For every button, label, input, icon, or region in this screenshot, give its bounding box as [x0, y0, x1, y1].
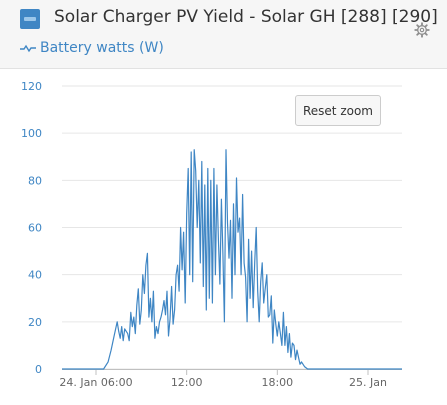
chart-title: Solar Charger PV Yield - Solar GH [288] …: [54, 7, 438, 27]
y-tick-label: 120: [21, 80, 42, 93]
solar-panel-icon: [20, 9, 40, 29]
gear-icon[interactable]: [414, 22, 430, 38]
legend-item[interactable]: Battery watts (W): [20, 40, 164, 56]
x-tick-label: 25. Jan: [349, 376, 387, 389]
y-tick-label: 60: [28, 222, 42, 235]
y-tick-label: 100: [21, 127, 42, 140]
series-line: [62, 149, 402, 370]
chart-plot[interactable]: 0 20 40 60 80 100 120 24. Jan 06:00 12:00 18:00 25…: [0, 69, 447, 405]
line-series-icon: [20, 44, 36, 53]
y-tick-label: 0: [35, 363, 42, 376]
x-tick-label: 18:00: [261, 376, 293, 389]
legend-label: Battery watts (W): [40, 40, 164, 56]
chart-header: Solar Charger PV Yield - Solar GH [288] …: [0, 0, 447, 69]
y-tick-label: 80: [28, 174, 42, 187]
x-tick-label: 24. Jan 06:00: [59, 376, 132, 389]
y-tick-label: 40: [28, 269, 42, 282]
y-tick-label: 20: [28, 316, 42, 329]
x-tick-label: 12:00: [171, 376, 203, 389]
reset-zoom-button[interactable]: Reset zoom: [295, 95, 381, 126]
